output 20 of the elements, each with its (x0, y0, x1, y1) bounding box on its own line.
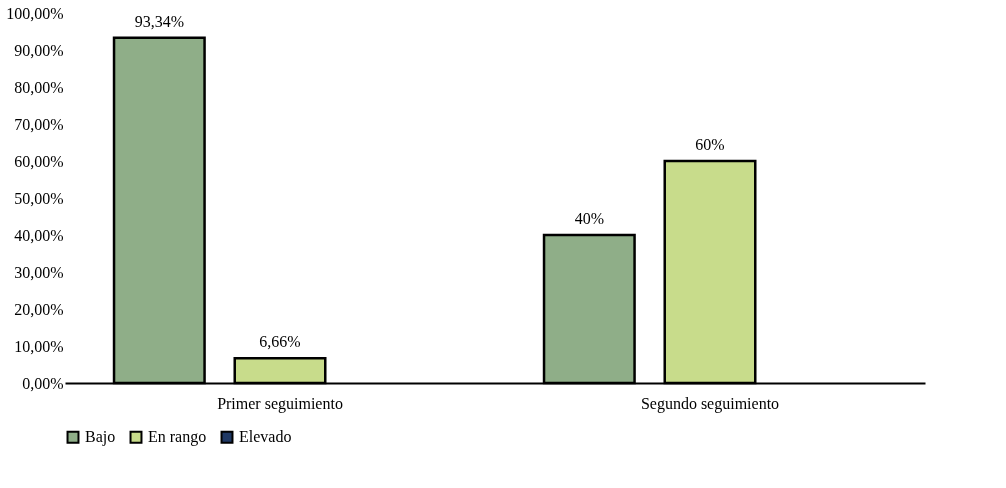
y-tick-label: 0,00% (22, 374, 64, 392)
legend-label: En rango (148, 428, 207, 447)
legend-label: Bajo (85, 428, 116, 447)
y-tick-label: 50,00% (14, 189, 64, 207)
y-tick-label: 40,00% (14, 226, 64, 244)
y-tick-label: 10,00% (14, 337, 64, 355)
y-tick-label: 100,00% (6, 4, 64, 22)
y-tick-label: 90,00% (14, 41, 64, 59)
data-label: 93,34% (134, 12, 184, 30)
y-tick-label: 30,00% (14, 263, 64, 281)
y-tick-label: 80,00% (14, 78, 64, 96)
y-tick-label: 70,00% (14, 115, 64, 133)
x-tick-label: Segundo seguimiento (640, 394, 780, 413)
y-tick-label: 20,00% (14, 300, 64, 318)
data-label: 60% (695, 136, 725, 153)
legend-label: Elevado (239, 428, 292, 446)
data-label: 40% (574, 210, 604, 227)
y-tick-label: 60,00% (14, 152, 64, 170)
x-tick-label: Primer seguimiento (217, 394, 343, 413)
data-label: 6,66% (259, 333, 301, 351)
